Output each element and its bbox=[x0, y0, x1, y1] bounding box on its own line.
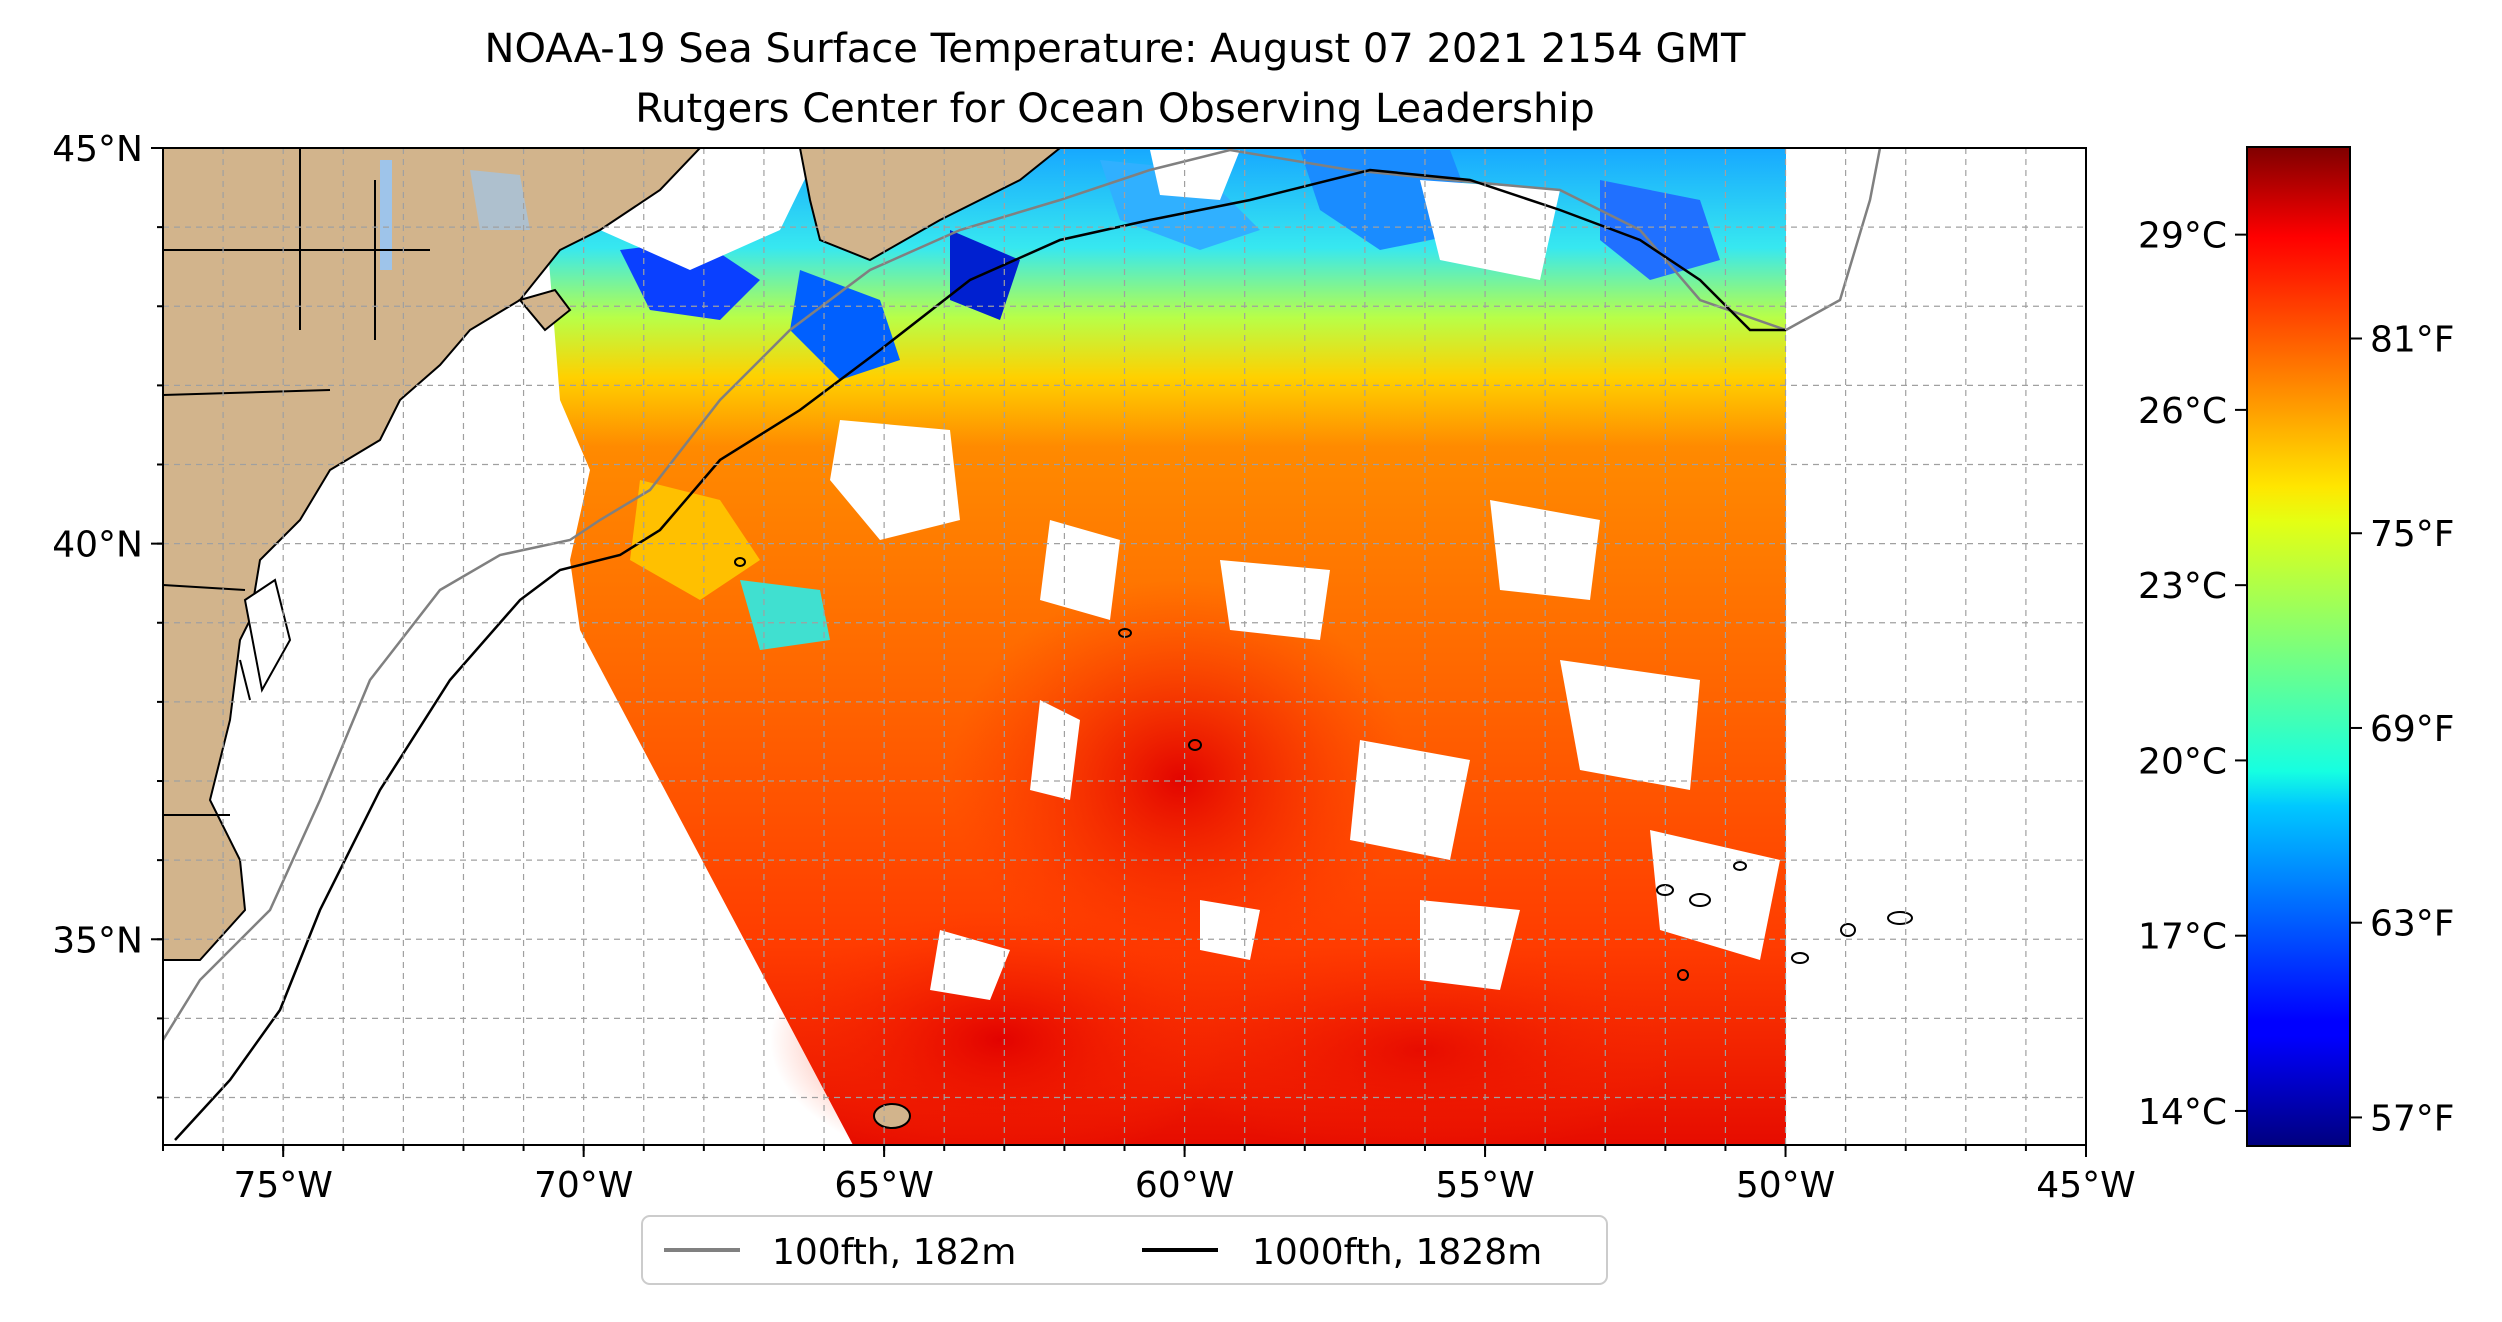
lon-tick-label: 50°W bbox=[1736, 1165, 1835, 1206]
colorbar-fahrenheit-ticks: 57°F 63°F 69°F 75°F 81°F bbox=[2350, 319, 2455, 1139]
map-gridlines bbox=[163, 148, 2086, 1145]
map-area bbox=[163, 148, 2086, 1145]
land-north-america bbox=[163, 148, 702, 961]
colorbar-celsius-label: 20°C bbox=[2138, 741, 2227, 782]
colorbar-celsius-label: 14°C bbox=[2138, 1092, 2227, 1133]
land-cape-cod bbox=[518, 288, 572, 332]
lon-tick-label: 70°W bbox=[534, 1165, 633, 1206]
colorbar-celsius-ticks: 14°C 17°C 20°C 23°C 26°C 29°C bbox=[2138, 216, 2247, 1133]
lat-tick-label: 35°N bbox=[52, 920, 143, 961]
lat-tick-label: 40°N bbox=[52, 525, 143, 566]
colorbar-fahrenheit-label: 57°F bbox=[2370, 1098, 2455, 1139]
chart-title-line1: NOAA-19 Sea Surface Temperature: August … bbox=[485, 26, 1746, 72]
isobath-1000fth bbox=[174, 168, 1786, 1141]
isobath-100fth bbox=[163, 148, 1882, 1041]
chart-title-line2: Rutgers Center for Ocean Observing Leade… bbox=[635, 86, 1595, 132]
longitude-axis: 75°W 70°W 65°W 60°W 55°W 50°W 45°W bbox=[162, 1145, 2136, 1206]
land-nova-scotia bbox=[798, 148, 1062, 262]
colorbar-fahrenheit-label: 75°F bbox=[2370, 514, 2455, 555]
colorbar-fahrenheit-label: 69°F bbox=[2370, 709, 2455, 750]
lake-champlain bbox=[380, 160, 392, 270]
lon-tick-label: 65°W bbox=[834, 1165, 933, 1206]
colorbar-celsius-label: 17°C bbox=[2138, 917, 2227, 958]
colorbar-celsius-label: 26°C bbox=[2138, 391, 2227, 432]
latitude-axis: 45°N 40°N 35°N bbox=[52, 129, 163, 1099]
lake-reservoir bbox=[470, 170, 530, 230]
legend-box bbox=[641, 1215, 1608, 1285]
isobath-legend: 100fth, 182m 1000fth, 1828m bbox=[641, 1215, 1608, 1285]
seamount-contours bbox=[734, 557, 1913, 981]
colorbar-fahrenheit-label: 81°F bbox=[2370, 319, 2455, 360]
lon-tick-label: 45°W bbox=[2036, 1165, 2135, 1206]
lat-tick-label: 45°N bbox=[52, 129, 143, 170]
land-delmarva-bay bbox=[243, 578, 292, 693]
state-borders bbox=[163, 148, 430, 816]
lon-tick-label: 75°W bbox=[233, 1165, 332, 1206]
colorbar-gradient bbox=[2246, 146, 2351, 1147]
colorbar-celsius-label: 23°C bbox=[2138, 566, 2227, 607]
lon-tick-label: 55°W bbox=[1435, 1165, 1534, 1206]
legend-label-1000fth: 1000fth, 1828m bbox=[1252, 1232, 1542, 1273]
land-bermuda bbox=[873, 1103, 911, 1129]
colorbar-celsius-label: 29°C bbox=[2138, 216, 2227, 257]
colorbar-fahrenheit-label: 63°F bbox=[2370, 904, 2455, 945]
legend-label-100fth: 100fth, 182m bbox=[772, 1232, 1016, 1273]
lon-tick-label: 60°W bbox=[1135, 1165, 1234, 1206]
temperature-colorbar: 14°C 17°C 20°C 23°C 26°C 29°C 57°F 63°F 69°F 75°… bbox=[2138, 146, 2455, 1147]
